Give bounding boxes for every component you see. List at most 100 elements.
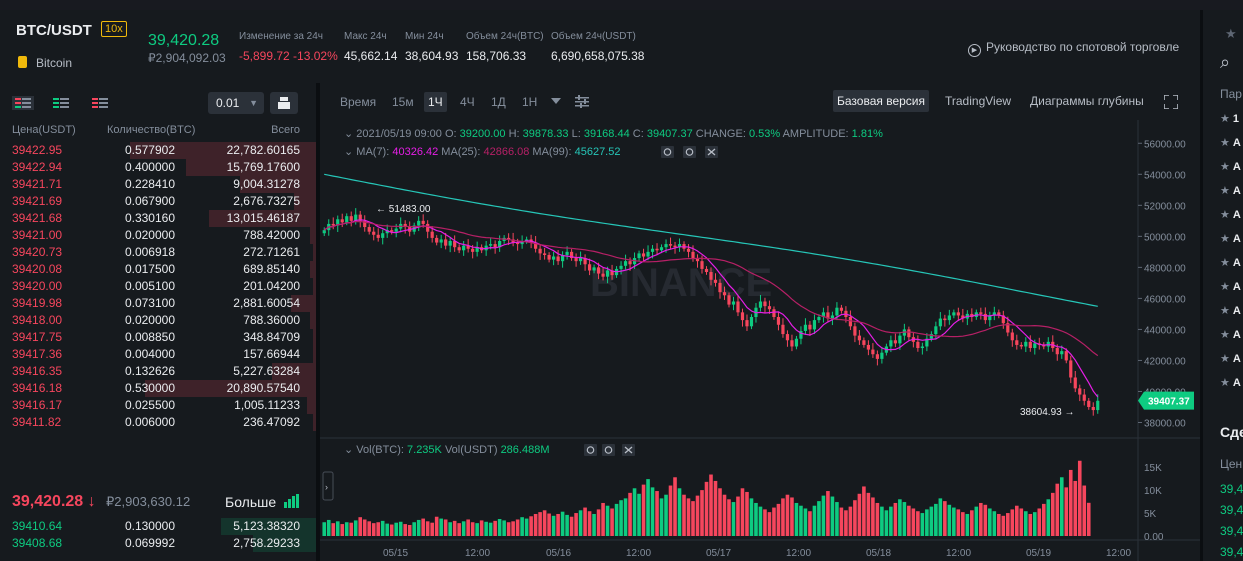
spot-guide-link[interactable]: ▶ Руководство по спотовой торговле bbox=[968, 40, 1179, 57]
y-tick-label: 46000.00 bbox=[1144, 294, 1186, 305]
market-list-item[interactable]: ★ 1 bbox=[1220, 112, 1239, 125]
market-list-item[interactable]: ★ А bbox=[1220, 256, 1241, 269]
candle bbox=[821, 307, 826, 323]
market-list-item[interactable]: ★ А bbox=[1220, 184, 1241, 197]
depth-bar bbox=[145, 380, 316, 397]
price-step-select[interactable]: 0.01 ▼ bbox=[208, 92, 264, 114]
star-icon[interactable]: ★ bbox=[1220, 329, 1233, 341]
panel-collapse-handle[interactable]: › bbox=[322, 471, 334, 501]
market-list-item[interactable]: ★ А bbox=[1220, 328, 1241, 341]
star-icon[interactable]: ★ bbox=[1220, 185, 1233, 197]
ask-row[interactable]: 39421.68 0.330160 13,015.46187 bbox=[0, 210, 316, 227]
eye-icon[interactable] bbox=[661, 146, 674, 158]
ask-row[interactable]: 39417.36 0.004000 157.66944 bbox=[0, 346, 316, 363]
coin-name-link[interactable]: Bitcoin bbox=[36, 56, 73, 70]
bid-price: 39410.64 bbox=[12, 519, 63, 533]
ask-row[interactable]: 39420.73 0.006918 272.71261 bbox=[0, 244, 316, 261]
price-chart[interactable]: BINANCE 56000.00 54000.00 52000.00 50000.00 4… bbox=[320, 120, 1200, 561]
star-icon[interactable]: ★ bbox=[1220, 257, 1233, 269]
interval-tab[interactable]: 4Ч bbox=[460, 95, 475, 109]
interval-more-icon[interactable] bbox=[551, 98, 561, 106]
ask-row[interactable]: 39416.17 0.025500 1,005.11233 bbox=[0, 397, 316, 414]
market-list-item[interactable]: ★ А bbox=[1220, 304, 1241, 317]
volume-bar bbox=[817, 501, 821, 536]
market-list-item[interactable]: ★ А bbox=[1220, 352, 1241, 365]
star-icon[interactable]: ★ bbox=[1220, 113, 1233, 125]
candle bbox=[997, 309, 1001, 319]
star-icon[interactable]: ★ bbox=[1220, 233, 1233, 245]
orderbook-both-icon[interactable] bbox=[12, 96, 34, 110]
market-list-item[interactable]: ★ А bbox=[1220, 232, 1241, 245]
bid-total: 5,123.38320 bbox=[233, 519, 300, 533]
star-icon[interactable]: ★ bbox=[1220, 137, 1233, 149]
ask-row[interactable]: 39419.98 0.073100 2,881.60054 bbox=[0, 295, 316, 312]
ask-row[interactable]: 39421.69 0.067900 2,676.73275 bbox=[0, 193, 316, 210]
market-list-item[interactable]: ★ А bbox=[1220, 160, 1241, 173]
ask-row[interactable]: 39418.00 0.020000 788.36000 bbox=[0, 312, 316, 329]
market-header bbox=[0, 10, 1200, 83]
interval-tab[interactable]: 1Н bbox=[522, 95, 538, 109]
ask-row[interactable]: 39420.08 0.017500 689.85140 bbox=[0, 261, 316, 278]
chart-view-tab[interactable]: Базовая версия bbox=[833, 90, 929, 112]
chart-view-tab[interactable]: Диаграммы глубины bbox=[1030, 94, 1144, 108]
chart-view-tab[interactable]: TradingView bbox=[945, 94, 1012, 108]
ask-row[interactable]: 39421.00 0.020000 788.42000 bbox=[0, 227, 316, 244]
more-link[interactable]: Больше bbox=[225, 494, 277, 510]
ask-row[interactable]: 39422.94 0.400000 15,769.17600 bbox=[0, 159, 316, 176]
bid-row[interactable]: 39410.64 0.130000 5,123.38320 bbox=[0, 518, 316, 535]
market-list-item[interactable]: ★ А bbox=[1220, 280, 1241, 293]
candle bbox=[641, 248, 646, 263]
ask-row[interactable]: 39416.35 0.132626 5,227.63284 bbox=[0, 363, 316, 380]
volume-bar bbox=[979, 502, 983, 536]
volume-bar bbox=[389, 524, 394, 536]
candle bbox=[552, 251, 556, 266]
candle bbox=[1019, 342, 1023, 350]
star-icon[interactable]: ★ bbox=[1220, 377, 1233, 389]
volume-bar bbox=[718, 488, 722, 536]
close-icon[interactable] bbox=[622, 444, 635, 456]
interval-tab[interactable]: 15м bbox=[392, 95, 414, 109]
market-list-item[interactable]: ★ А bbox=[1220, 136, 1241, 149]
ask-row[interactable]: 39417.75 0.008850 348.84709 bbox=[0, 329, 316, 346]
orderbook-asks-icon[interactable] bbox=[89, 96, 111, 110]
star-icon[interactable]: ★ bbox=[1225, 26, 1237, 41]
ask-row[interactable]: 39416.18 0.530000 20,890.57540 bbox=[0, 380, 316, 397]
gear-icon[interactable] bbox=[602, 444, 615, 456]
orderbook-bids-icon[interactable] bbox=[50, 96, 72, 110]
market-list-item[interactable]: ★ А bbox=[1220, 208, 1241, 221]
candle bbox=[893, 333, 897, 348]
star-icon[interactable]: ★ bbox=[1220, 305, 1233, 317]
eye-icon[interactable] bbox=[584, 444, 597, 456]
indicator-settings-icon[interactable] bbox=[575, 95, 589, 109]
interval-tab[interactable]: Время bbox=[340, 95, 377, 109]
star-icon[interactable]: ★ bbox=[1220, 353, 1233, 365]
ask-row[interactable]: 39420.00 0.005100 201.04200 bbox=[0, 278, 316, 295]
symbol-title[interactable]: BTC/USDT bbox=[16, 22, 92, 39]
close-icon[interactable] bbox=[705, 146, 718, 158]
trades-section-title[interactable]: Сде bbox=[1220, 424, 1243, 440]
market-list-item[interactable]: ★ А bbox=[1220, 376, 1241, 389]
spot-guide-label: Руководство по спотовой торговле bbox=[986, 40, 1180, 54]
search-icon[interactable]: ⌕ bbox=[1220, 52, 1231, 72]
volume-bar bbox=[632, 488, 637, 536]
ask-row[interactable]: 39421.71 0.228410 9,004.31278 bbox=[0, 176, 316, 193]
orderbook-settings-button[interactable] bbox=[270, 92, 298, 114]
volume-bar bbox=[952, 507, 956, 536]
star-icon[interactable]: ★ bbox=[1220, 209, 1233, 221]
interval-tab[interactable]: 1Ч bbox=[424, 92, 447, 112]
star-icon[interactable]: ★ bbox=[1220, 281, 1233, 293]
candle bbox=[1015, 334, 1019, 350]
ask-price: 39419.98 bbox=[12, 296, 63, 310]
ask-total: 1,005.11233 bbox=[234, 398, 300, 412]
volume-bar bbox=[497, 519, 502, 536]
ask-row[interactable]: 39411.82 0.006000 236.47092 bbox=[0, 414, 316, 431]
volume-bar bbox=[628, 492, 632, 536]
fullscreen-icon[interactable] bbox=[1164, 95, 1178, 109]
ask-row[interactable]: 39422.95 0.577902 22,782.60165 bbox=[0, 142, 316, 159]
star-icon[interactable]: ★ bbox=[1220, 161, 1233, 173]
ask-qty: 0.017500 bbox=[124, 262, 175, 276]
interval-tab[interactable]: 1Д bbox=[491, 95, 506, 109]
candle bbox=[920, 342, 924, 355]
bid-row[interactable]: 39408.68 0.069992 2,758.29233 bbox=[0, 535, 316, 552]
gear-icon[interactable] bbox=[683, 146, 696, 158]
